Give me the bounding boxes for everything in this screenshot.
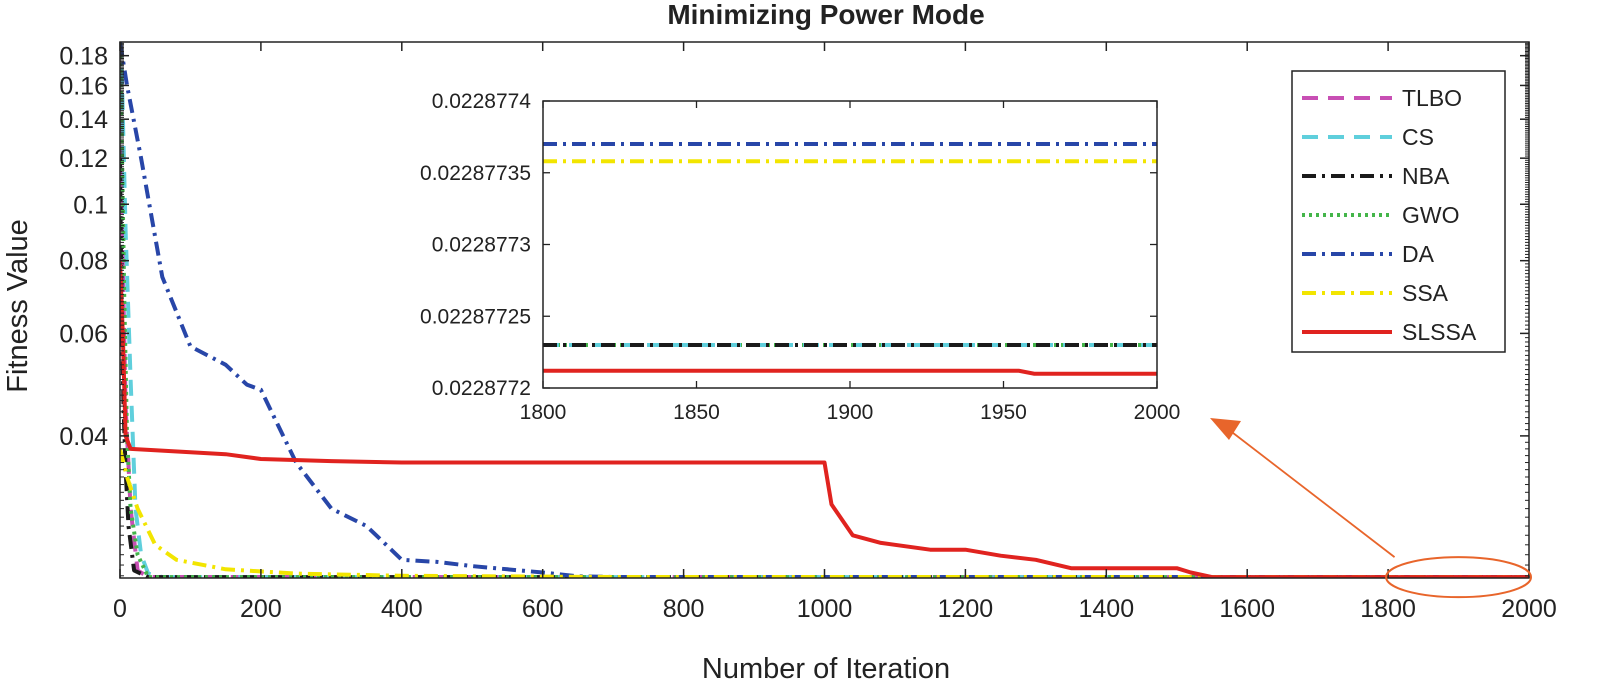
- legend: TLBO CS NBA GWO DA SSA SLSSA: [1291, 70, 1506, 353]
- zoom-arrow-line: [1223, 425, 1396, 558]
- x-tick-label: 800: [663, 595, 705, 623]
- inset-series-line-slssa: [543, 368, 1157, 376]
- legend-label-cs: CS: [1402, 124, 1434, 150]
- inset-background: [543, 101, 1157, 388]
- legend-label-da: DA: [1402, 241, 1435, 267]
- inset-y-tick-label: 0.0228774: [432, 90, 532, 113]
- inset-x-tick-label: 1850: [673, 401, 720, 424]
- x-tick-label: 2000: [1501, 595, 1557, 623]
- x-tick-label: 400: [381, 595, 423, 623]
- series-line-ssa: [120, 448, 1529, 578]
- y-tick-label: 0.16: [59, 72, 108, 100]
- x-tick-label: 1400: [1078, 595, 1134, 623]
- inset-y-tick-label: 0.0228773: [432, 234, 531, 257]
- inset-y-tick-label: 0.02287725: [420, 305, 531, 328]
- inset-x-tick-label: 1900: [827, 401, 874, 424]
- y-tick-label: 0.14: [59, 106, 108, 134]
- series-line-slssa: [120, 260, 1529, 578]
- y-tick-label: 0.04: [59, 423, 108, 451]
- x-tick-label: 1600: [1219, 595, 1275, 623]
- inset-y-tick-label: 0.02287735: [420, 162, 531, 185]
- inset-x-tick-label: 1950: [980, 401, 1027, 424]
- zoom-annotation: [1210, 418, 1533, 599]
- y-tick-label: 0.12: [59, 145, 108, 173]
- legend-label-ssa: SSA: [1402, 280, 1449, 306]
- x-tick-label: 1800: [1360, 595, 1416, 623]
- main-plot: 0 200 400 600 800 1000 1200 1400 1600 1800 2000 0.0…: [59, 41, 1557, 623]
- legend-box: [1291, 70, 1506, 353]
- y-tick-label: 0.18: [59, 43, 108, 71]
- y-tick-label: 0.06: [59, 320, 108, 348]
- legend-label-gwo: GWO: [1402, 202, 1460, 228]
- chart-title: Minimizing Power Mode: [667, 0, 984, 30]
- x-tick-label: 1200: [938, 595, 994, 623]
- x-tick-label: 200: [240, 595, 282, 623]
- series-line-gwo: [120, 42, 1529, 578]
- zoom-arrow-head: [1210, 418, 1241, 440]
- inset-y-tick-label: 0.0228772: [432, 377, 531, 400]
- y-tick-label: 0.08: [59, 248, 108, 276]
- y-axis-label: Fitness Value: [2, 219, 34, 393]
- legend-label-slssa: SLSSA: [1402, 319, 1477, 345]
- legend-label-nba: NBA: [1402, 163, 1450, 189]
- legend-label-tlbo: TLBO: [1402, 85, 1462, 111]
- x-tick-label: 1000: [797, 595, 853, 623]
- inset-x-tick-label: 2000: [1134, 401, 1181, 424]
- x-tick-label: 600: [522, 595, 564, 623]
- zoom-ellipse: [1385, 556, 1533, 599]
- y-tick-label: 0.1: [73, 191, 108, 219]
- x-tick-label: 0: [113, 595, 127, 623]
- inset-plot: 1800 1850 1900 1950 2000 0.0228774 0.02287735 0…: [420, 90, 1180, 424]
- inset-x-tick-label: 1800: [520, 401, 567, 424]
- x-axis-label: Number of Iteration: [702, 653, 950, 685]
